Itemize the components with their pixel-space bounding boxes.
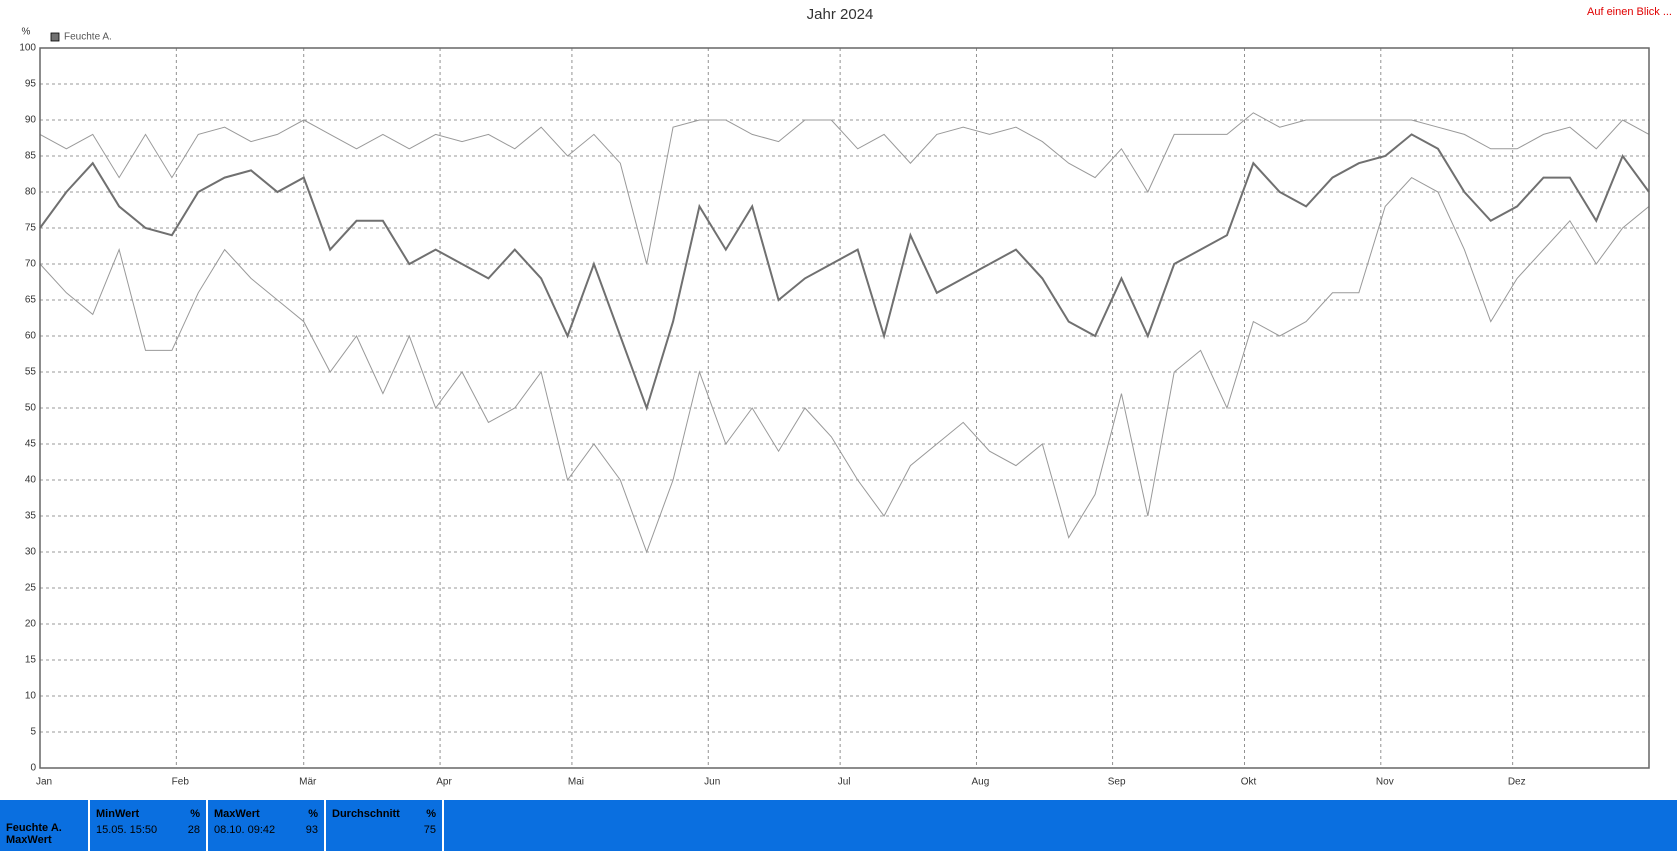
row-sublabel: MaxWert [6,834,52,846]
summary-time: 15.05. 15:50 [96,824,158,836]
summary-header: MinWert [96,808,140,820]
summary-value: 93 [305,824,318,836]
series-line [39,176,1650,554]
x-tick-label: Sep [1108,777,1126,788]
y-tick-label: 95 [25,79,37,90]
legend-swatch [50,32,60,42]
y-tick-label: 20 [25,619,37,630]
chart-title: Jahr 2024 [807,6,874,23]
summary-bar: Feuchte A. MaxWert MinWert% 15.05. 15:50 2… [0,800,1677,851]
x-tick-label: Mai [568,777,584,788]
y-tick-label: 75 [25,223,37,234]
summary-time: 08.10. 09:42 [214,824,276,836]
y-tick-label: 85 [25,151,37,162]
summary-cell: MaxWert% 08.10. 09:42 93 [206,800,324,851]
x-tick-label: Apr [436,777,452,788]
y-unit: % [22,27,31,38]
summary-value: 75 [423,824,436,836]
row-label-cell: Feuchte A. MaxWert [0,800,88,851]
y-tick-label: 40 [25,475,37,486]
x-tick-label: Nov [1376,777,1394,788]
y-tick-label: 80 [25,187,37,198]
y-tick-label: 10 [25,691,37,702]
summary-header: Durchschnitt [332,808,400,820]
y-tick-label: 5 [30,727,36,738]
x-tick-label: Mär [299,777,317,788]
overview-link[interactable]: Auf einen Blick ... [1587,6,1672,18]
y-tick-label: 50 [25,403,37,414]
summary-cell: MinWert% 15.05. 15:50 28 [88,800,206,851]
y-tick-label: 35 [25,511,37,522]
series-line [39,133,1650,412]
y-tick-label: 15 [25,655,37,666]
x-tick-label: Feb [172,777,190,788]
y-tick-label: 100 [19,43,36,54]
y-tick-label: 90 [25,115,37,126]
legend-label: Feuchte A. [64,32,112,43]
y-tick-label: 70 [25,259,37,270]
y-tick-label: 30 [25,547,37,558]
plot-frame [39,47,1650,769]
summary-unit: % [426,808,436,820]
x-tick-label: Jan [36,777,52,788]
summary-cell: Durchschnitt% 75 [324,800,442,851]
y-tick-label: 25 [25,583,37,594]
summary-unit: % [190,808,200,820]
summary-divider [442,800,444,851]
y-tick-label: 0 [30,763,36,774]
x-tick-label: Okt [1241,777,1257,788]
y-tick-label: 55 [25,367,37,378]
y-tick-label: 45 [25,439,37,450]
series-line [39,112,1650,265]
summary-value: 28 [187,824,200,836]
x-tick-label: Aug [971,777,989,788]
summary-unit: % [308,808,318,820]
y-tick-label: 65 [25,295,37,306]
x-tick-label: Jun [704,777,720,788]
x-tick-label: Jul [838,777,851,788]
y-tick-label: 60 [25,331,37,342]
summary-header: MaxWert [214,808,260,820]
x-tick-label: Dez [1508,777,1526,788]
chart: Jahr 2024 Auf einen Blick ... % 0 5 10 15 20… [19,6,1672,788]
row-label: Feuchte A. [6,822,62,834]
